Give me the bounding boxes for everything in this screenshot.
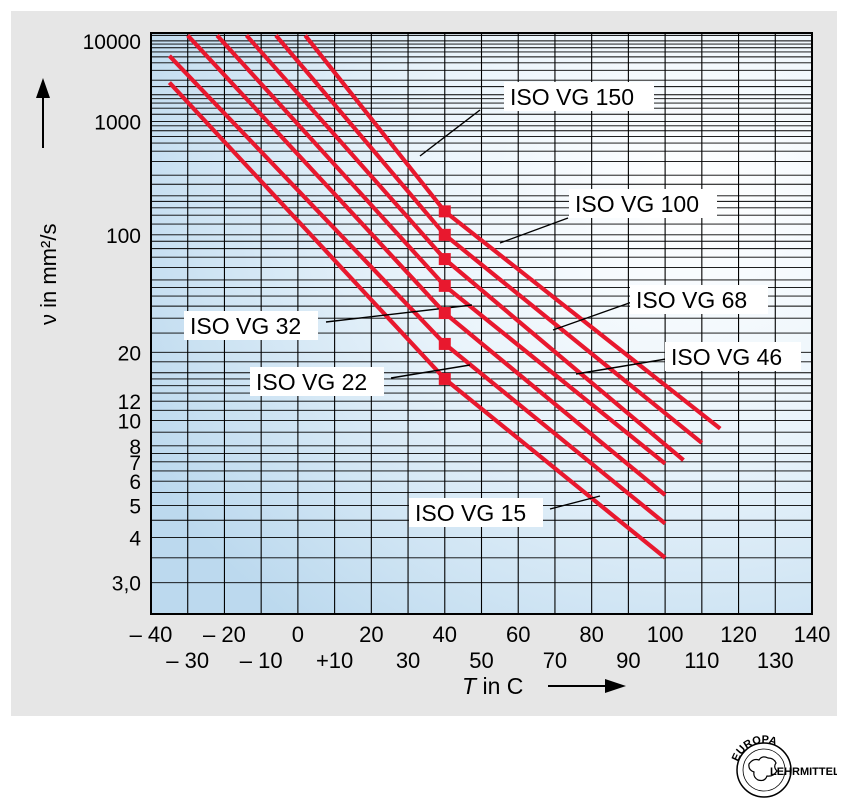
y-tick-label: 5 [129, 495, 141, 518]
logo-text-right: LEHRMITTEL [770, 766, 837, 778]
x-tick-labels: – 40 – 20 0 20 40 60 80 100 120 140 – 30 – 10 +10 30 5… [130, 622, 831, 673]
label-background [409, 498, 543, 527]
y-axis-arrow-icon [36, 78, 50, 98]
x-tick-label: 40 [433, 622, 457, 647]
x-axis-arrow-icon [605, 679, 626, 693]
y-tick-label: 3,0 [112, 573, 141, 596]
label-background [250, 367, 384, 396]
x-tick-label: 30 [396, 648, 420, 673]
label-background [184, 311, 318, 340]
label-background [665, 342, 801, 371]
y-axis-label: ν in mm²/s [36, 224, 61, 325]
globe-inner-ring [742, 748, 786, 792]
leader-line [499, 217, 569, 244]
y-tick-label: 1000 [94, 112, 141, 135]
data-marker [438, 279, 451, 292]
globe-icon [736, 742, 792, 798]
y-axis-title: ν in mm²/s [36, 224, 61, 325]
data-markers [438, 205, 451, 385]
y-tick-label: 12 [118, 391, 141, 414]
series-label-iso-vg-100: ISO VG 100 [575, 191, 699, 217]
plot-border [150, 32, 813, 615]
data-marker [438, 253, 451, 266]
x-tick-label: 50 [469, 648, 493, 673]
x-axis-label: T in C [462, 673, 523, 699]
leader-line [390, 364, 471, 379]
leader-line [549, 495, 601, 510]
europa-lehrmittel-logo: EUROPA LEHRMITTEL [730, 734, 837, 798]
leader-lines [325, 109, 667, 510]
leader-line [575, 358, 667, 375]
europe-map-icon [748, 756, 778, 782]
series-label-iso-vg-68: ISO VG 68 [636, 287, 747, 313]
series-label-iso-vg-22: ISO VG 22 [256, 369, 367, 395]
leader-line [419, 109, 481, 157]
x-tick-label: – 40 [130, 622, 173, 647]
x-tick-label: 130 [757, 648, 794, 673]
label-background [569, 189, 717, 218]
data-marker [438, 307, 451, 320]
x-tick-label: 140 [794, 622, 831, 647]
x-tick-label: 60 [506, 622, 530, 647]
x-tick-label: 80 [579, 622, 603, 647]
label-background [630, 285, 768, 314]
y-tick-label: 4 [129, 527, 141, 550]
y-tick-label: 6 [129, 471, 141, 494]
y-tick-label: 20 [118, 342, 141, 365]
data-marker [438, 228, 451, 241]
data-marker [438, 337, 451, 350]
series-labels: ISO VG 150 ISO VG 100 ISO VG 68 ISO VG 46 IS… [184, 82, 801, 527]
y-tick-label: 10000 [83, 31, 141, 54]
label-background [504, 82, 654, 111]
series-label-iso-vg-46: ISO VG 46 [671, 344, 782, 370]
data-marker [438, 372, 451, 385]
series-label-iso-vg-32: ISO VG 32 [190, 313, 301, 339]
y-tick-label: 8 [129, 436, 141, 459]
x-tick-label: 120 [720, 622, 757, 647]
series-label-iso-vg-150: ISO VG 150 [510, 84, 634, 110]
x-tick-label: 20 [359, 622, 383, 647]
leader-line [552, 301, 633, 331]
x-tick-label: 0 [292, 622, 304, 647]
x-tick-label: – 10 [240, 648, 283, 673]
x-tick-label: 90 [616, 648, 640, 673]
series-label-iso-vg-15: ISO VG 15 [415, 500, 526, 526]
x-tick-label: – 20 [203, 622, 246, 647]
y-tick-label: 7 [129, 452, 141, 475]
y-tick-label: 100 [106, 225, 141, 248]
x-tick-label: 110 [684, 648, 719, 673]
x-tick-label: 100 [647, 622, 684, 647]
x-tick-label: – 30 [166, 648, 209, 673]
y-tick-label: 10 [118, 411, 141, 434]
x-tick-label: 70 [543, 648, 567, 673]
x-tick-label: +10 [316, 648, 353, 673]
data-marker [438, 205, 451, 218]
